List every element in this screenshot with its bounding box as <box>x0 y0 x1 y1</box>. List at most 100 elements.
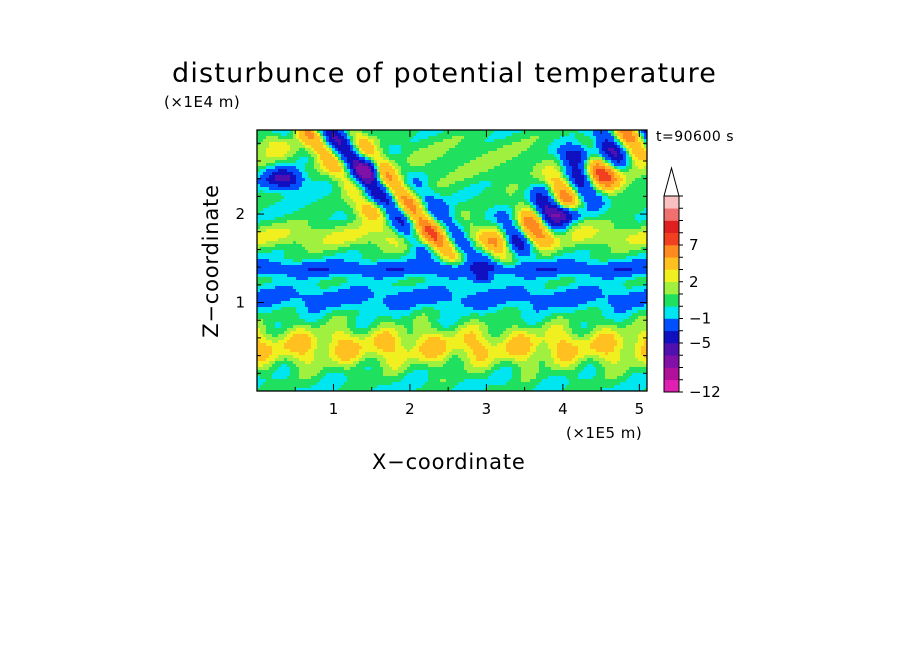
heatmap-cell <box>323 283 327 287</box>
heatmap-cell <box>257 247 261 251</box>
heatmap-cell <box>314 235 318 239</box>
heatmap-cell <box>371 226 375 230</box>
heatmap-cell <box>359 139 363 143</box>
heatmap-cell <box>326 298 330 302</box>
heatmap-cell <box>335 187 339 191</box>
heatmap-cell <box>299 265 303 269</box>
heatmap-cell <box>392 301 396 305</box>
heatmap-cell <box>269 178 273 182</box>
heatmap-cell <box>368 295 372 299</box>
heatmap-cell <box>314 265 318 269</box>
heatmap-cell <box>257 355 261 359</box>
heatmap-cell <box>281 136 285 140</box>
heatmap-cell <box>386 202 390 206</box>
heatmap-cell <box>266 325 270 329</box>
heatmap-cell <box>389 265 393 269</box>
heatmap-cell <box>386 217 390 221</box>
heatmap-cell <box>329 352 333 356</box>
heatmap-cell <box>413 313 417 317</box>
heatmap-cell <box>362 331 366 335</box>
heatmap-cell <box>287 199 291 203</box>
heatmap-cell <box>392 262 396 266</box>
heatmap-cell <box>353 205 357 209</box>
heatmap-cell <box>311 331 315 335</box>
heatmap-cell <box>359 385 363 389</box>
heatmap-cell <box>392 304 396 308</box>
heatmap-cell <box>389 286 393 290</box>
heatmap-cell <box>329 181 333 185</box>
heatmap-cell <box>386 199 390 203</box>
heatmap-cell <box>302 247 306 251</box>
heatmap-cell <box>401 262 405 266</box>
heatmap-cell <box>311 214 315 218</box>
heatmap-cell <box>338 214 342 218</box>
heatmap-cell <box>323 145 327 149</box>
heatmap-cell <box>359 355 363 359</box>
heatmap-cell <box>401 337 405 341</box>
heatmap-cell <box>320 136 324 140</box>
heatmap-cell <box>290 235 294 239</box>
heatmap-cell <box>272 211 276 215</box>
heatmap-cell <box>302 244 306 248</box>
heatmap-cell <box>326 130 330 134</box>
heatmap-cell <box>269 304 273 308</box>
heatmap-cell <box>341 142 345 146</box>
heatmap-cell <box>410 319 414 323</box>
heatmap-cell <box>278 319 282 323</box>
heatmap-cell <box>410 370 414 374</box>
heatmap-cell <box>287 184 291 188</box>
heatmap-cell <box>272 166 276 170</box>
heatmap-cell <box>413 325 417 329</box>
heatmap-cell <box>377 181 381 185</box>
heatmap-cell <box>389 385 393 389</box>
heatmap-cell <box>371 265 375 269</box>
heatmap-cell <box>290 265 294 269</box>
heatmap-cell <box>428 187 432 191</box>
heatmap-cell <box>383 241 387 245</box>
heatmap-cell <box>284 166 288 170</box>
heatmap-cell <box>320 301 324 305</box>
heatmap-cell <box>395 376 399 380</box>
heatmap-cell <box>335 208 339 212</box>
heatmap-cell <box>290 322 294 326</box>
heatmap-cell <box>386 337 390 341</box>
heatmap-cell <box>389 217 393 221</box>
heatmap-cell <box>380 307 384 311</box>
heatmap-cell <box>299 382 303 386</box>
heatmap-cell <box>275 262 279 266</box>
heatmap-cell <box>335 274 339 278</box>
heatmap-cell <box>344 316 348 320</box>
heatmap-cell <box>350 160 354 164</box>
heatmap-cell <box>398 244 402 248</box>
heatmap-cell <box>413 223 417 227</box>
heatmap-cell <box>413 226 417 230</box>
heatmap-cell <box>380 217 384 221</box>
heatmap-cell <box>278 268 282 272</box>
heatmap-cell <box>269 340 273 344</box>
heatmap-cell <box>293 295 297 299</box>
heatmap-cell <box>389 151 393 155</box>
heatmap-cell <box>275 301 279 305</box>
heatmap-cell <box>344 253 348 257</box>
heatmap-cell <box>371 346 375 350</box>
heatmap-cell <box>332 355 336 359</box>
heatmap-cell <box>332 286 336 290</box>
heatmap-cell <box>332 304 336 308</box>
heatmap-cell <box>284 328 288 332</box>
heatmap-cell <box>356 166 360 170</box>
heatmap-cell <box>317 325 321 329</box>
heatmap-cell <box>371 151 375 155</box>
heatmap-cell <box>326 232 330 236</box>
heatmap-cell <box>293 139 297 143</box>
heatmap-cell <box>260 322 264 326</box>
heatmap-cell <box>341 268 345 272</box>
heatmap-cell <box>353 388 357 391</box>
heatmap-cell <box>278 178 282 182</box>
heatmap-cell <box>425 319 429 323</box>
heatmap-cell <box>329 328 333 332</box>
heatmap-cell <box>299 259 303 263</box>
heatmap-cell <box>284 343 288 347</box>
heatmap-cell <box>410 169 414 173</box>
heatmap-cell <box>389 304 393 308</box>
heatmap-cell <box>299 220 303 224</box>
